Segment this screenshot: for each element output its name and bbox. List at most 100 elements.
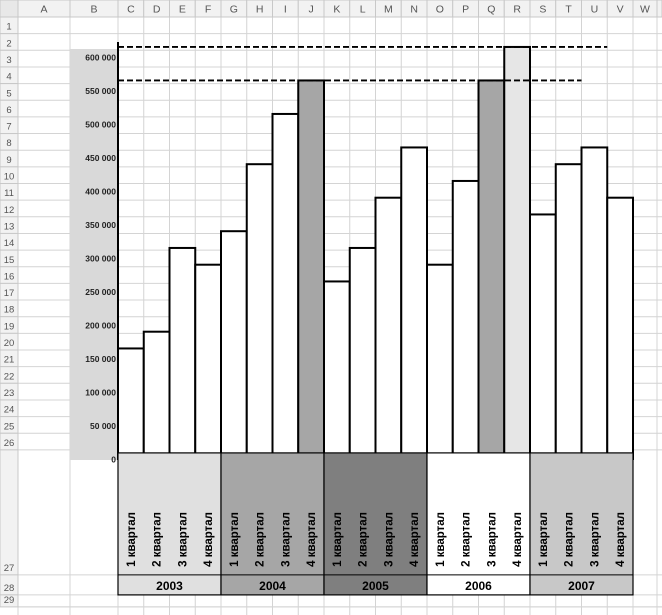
quarter-label: 3 квартал [177, 512, 189, 567]
row-header-label: 27 [4, 563, 15, 574]
row-header-label: 15 [4, 255, 15, 266]
bar-2004-q3 [271, 112, 300, 460]
y-tick-label: 450 000 [85, 153, 116, 163]
year-group-2006 [426, 452, 531, 596]
row-header-label: 7 [6, 122, 11, 133]
column-header-label: D [153, 4, 161, 16]
row-header-label: 4 [6, 72, 11, 83]
row-header-label: 26 [4, 438, 15, 449]
y-tick-label: 200 000 [85, 321, 116, 331]
row-header-label: 6 [6, 105, 11, 116]
column-header-label: P [462, 4, 469, 16]
bar-2005-q4 [400, 146, 428, 460]
category-table: 1 квартал 2 квартал 3 квартал 4 квартал 2003… [117, 452, 634, 596]
column-header-label: R [513, 4, 521, 16]
quarter-label: 2 квартал [358, 512, 370, 567]
year-group-2003 [117, 452, 222, 596]
y-tick-label: 500 000 [85, 120, 116, 130]
y-tick-label: 250 000 [85, 287, 116, 297]
column-header-label: K [333, 4, 340, 16]
column-header-label: J [309, 4, 314, 16]
year-label: 2006 [465, 579, 492, 593]
row-header-label: 8 [6, 138, 11, 149]
quarter-label: 4 квартал [512, 512, 524, 567]
row-header-label: 2 [6, 38, 11, 49]
quarter-label: 4 квартал [203, 512, 215, 567]
column-header-label: U [591, 4, 599, 16]
year-group-2007 [529, 452, 634, 596]
quarter-label: 2 квартал [564, 512, 576, 567]
y-tick-label: 100 000 [85, 388, 116, 398]
row-header-label: 23 [4, 388, 15, 399]
bar-2003-q1 [117, 347, 145, 461]
y-tick-label: 550 000 [85, 86, 116, 96]
column-header-label: A [40, 4, 47, 16]
row-header-label: 25 [4, 421, 15, 432]
column-header-label: V [617, 4, 624, 16]
column-header-label: N [410, 4, 418, 16]
bar-2007-q2 [554, 163, 583, 460]
select-all-corner[interactable] [0, 0, 19, 18]
y-axis-ticks: 0 50 000 100 000 150 000 200 000 250 000 300 0… [85, 53, 116, 465]
row-header-label: 9 [6, 155, 11, 166]
column-header-label: E [179, 4, 186, 16]
bar-2005-q2 [348, 246, 377, 460]
year-label: 2007 [568, 579, 595, 593]
row-header-label: 12 [4, 205, 15, 216]
column-header-label: M [384, 4, 393, 16]
row-header-label: 10 [4, 172, 15, 183]
quarter-label: 2 квартал [461, 512, 473, 567]
column-header-label: C [127, 4, 135, 16]
bar-2005-q1 [323, 280, 351, 461]
column-header-label: H [256, 4, 264, 16]
quarter-label: 3 квартал [383, 512, 395, 567]
y-tick-label: 150 000 [85, 354, 116, 364]
column-header-label: F [205, 4, 211, 16]
year-group-2004 [220, 452, 325, 596]
column-header-label: S [539, 4, 546, 16]
y-axis-panel [70, 49, 118, 460]
column-header-w[interactable] [632, 0, 658, 18]
quarter-label: 4 квартал [409, 512, 421, 567]
year-label: 2005 [362, 579, 389, 593]
bar-2003-q4 [194, 263, 222, 461]
row-header-label: 5 [6, 88, 11, 99]
row-header-label: 11 [4, 188, 14, 199]
y-tick-label: 0 [111, 455, 116, 465]
row-header-label: 28 [4, 583, 15, 594]
quarter-label: 1 квартал [435, 512, 447, 567]
bar-2006-q2 [451, 179, 480, 460]
bar-2007-q1 [529, 213, 557, 460]
row-header-label: 29 [4, 595, 15, 606]
column-headers: A B C D E F G H I J K L M N O P Q R S T U V W [0, 0, 662, 18]
quarter-label: 4 квартал [306, 512, 318, 567]
quarter-label: 1 квартал [229, 512, 241, 567]
row-header-label: 14 [4, 238, 15, 249]
row-header-27[interactable] [0, 449, 19, 576]
row-header-label: 20 [4, 338, 15, 349]
row-header-label: 16 [4, 271, 15, 282]
y-tick-label: 300 000 [85, 254, 116, 264]
reference-lines [118, 46, 608, 82]
column-header-label: W [640, 4, 650, 16]
row-header-label: 3 [6, 55, 11, 66]
column-header-label: B [90, 4, 97, 16]
column-header-label: I [284, 4, 287, 16]
row-header-label: 17 [4, 288, 15, 299]
quarter-label: 4 квартал [615, 512, 627, 567]
column-header-label: L [360, 4, 366, 16]
row-header-label: 18 [4, 305, 15, 316]
year-label: 2004 [259, 579, 286, 593]
quarter-label: 1 квартал [126, 512, 138, 567]
bar-2006-q1 [426, 263, 454, 461]
row-header-label: 21 [4, 355, 15, 366]
quarter-label: 2 квартал [255, 512, 267, 567]
row-header-label: 19 [4, 321, 15, 332]
bar-2004-q4 [297, 79, 325, 460]
column-header-label: Q [487, 4, 495, 16]
column-header-label: T [565, 4, 572, 16]
row-header-29[interactable] [0, 594, 19, 608]
row-header-label: 24 [4, 405, 15, 416]
bar-2004-q2 [245, 163, 274, 460]
